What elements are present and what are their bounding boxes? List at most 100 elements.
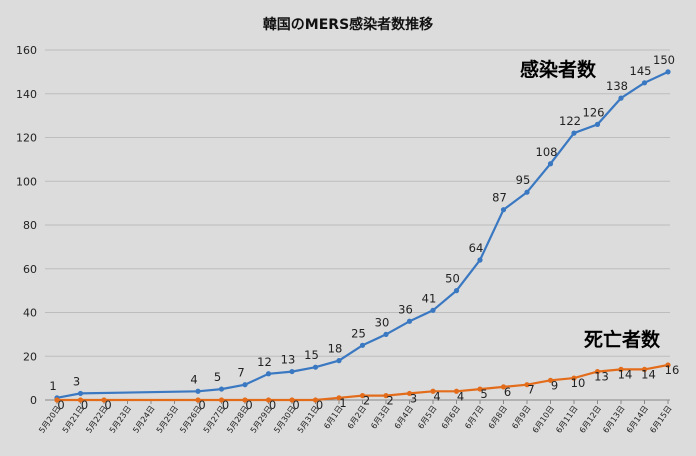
data-point [218, 397, 225, 403]
data-label: 64 [469, 241, 484, 255]
data-point [195, 397, 201, 403]
data-point [524, 189, 530, 195]
data-label: 10 [571, 376, 586, 390]
data-label: 0 [81, 398, 88, 412]
data-label: 138 [606, 79, 628, 93]
data-point [406, 390, 413, 397]
data-point [336, 358, 342, 364]
data-label: 36 [398, 302, 413, 316]
data-label: 145 [630, 64, 652, 78]
data-point [571, 375, 577, 381]
data-label: 5 [214, 370, 221, 384]
data-label: 6 [504, 385, 511, 399]
data-label: 12 [257, 355, 272, 369]
y-axis: 0 20 40 60 80 100 120 140 160 [16, 44, 37, 407]
data-point [218, 386, 225, 392]
series-line-1 [57, 363, 669, 402]
data-label: 122 [559, 114, 581, 128]
data-label: 5 [480, 387, 487, 401]
data-label: 0 [269, 398, 276, 412]
data-label: 25 [351, 326, 366, 340]
data-label: 7 [237, 366, 244, 380]
data-label: 7 [527, 383, 534, 397]
y-tick-label: 100 [16, 175, 37, 188]
data-label: 0 [316, 398, 323, 412]
data-label: 9 [551, 378, 558, 392]
data-label: 4 [433, 389, 440, 403]
data-label: 0 [292, 398, 299, 412]
data-label: 3 [410, 391, 417, 405]
data-point [500, 207, 507, 213]
data-point [242, 382, 248, 388]
y-tick-label: 40 [23, 307, 37, 320]
data-label: 13 [281, 353, 296, 367]
data-point [406, 318, 413, 324]
data-label: 4 [190, 372, 197, 386]
y-tick-label: 160 [16, 44, 37, 57]
data-label: 0 [104, 398, 111, 412]
data-point [359, 342, 366, 348]
data-point [77, 390, 84, 397]
data-label: 15 [304, 348, 319, 362]
data-point [524, 382, 530, 388]
data-label: 30 [375, 315, 390, 329]
data-point [383, 393, 389, 399]
data-label: 4 [457, 389, 464, 403]
data-point [453, 288, 460, 294]
data-point [359, 393, 366, 399]
data-label: 150 [653, 53, 675, 67]
data-point [242, 397, 248, 403]
data-point [54, 397, 60, 403]
data-point [265, 371, 272, 377]
data-label: 126 [583, 105, 605, 119]
data-point [430, 388, 436, 394]
data-label: 3 [73, 374, 80, 388]
data-label: 0 [57, 398, 64, 412]
chart-title: 韓国のMERS感染者数推移 [263, 16, 433, 33]
data-label: 13 [594, 370, 609, 384]
y-tick-label: 20 [23, 350, 37, 363]
y-tick-label: 120 [16, 132, 37, 145]
data-label: 0 [222, 398, 229, 412]
data-point [430, 307, 436, 313]
data-point [289, 397, 295, 403]
data-label: 0 [198, 398, 205, 412]
data-label: 0 [245, 398, 252, 412]
data-point [312, 397, 319, 403]
data-point [665, 362, 671, 368]
y-tick-label: 60 [23, 263, 37, 276]
data-point [453, 388, 460, 394]
data-label: 95 [516, 173, 531, 187]
y-tick-label: 80 [23, 219, 37, 232]
data-point [265, 397, 272, 403]
data-point [500, 384, 507, 390]
data-point [101, 397, 107, 403]
data-point [289, 368, 295, 375]
series-name-label: 死亡者数 [584, 328, 661, 351]
data-point [665, 69, 671, 75]
data-label: 18 [328, 342, 343, 356]
data-label: 1 [49, 379, 56, 393]
data-point [594, 121, 601, 127]
data-point [641, 366, 648, 372]
data-point [547, 161, 554, 167]
data-point [77, 397, 84, 403]
data-label: 41 [422, 291, 437, 305]
data-point [477, 257, 483, 263]
data-point [336, 395, 342, 401]
data-point [618, 366, 624, 372]
data-point [312, 364, 319, 370]
data-point [571, 130, 577, 136]
data-point [618, 95, 624, 101]
series-name-label: 感染者数 [520, 58, 597, 81]
y-tick-label: 140 [16, 88, 37, 101]
data-label: 1 [339, 396, 346, 410]
data-label: 14 [641, 367, 656, 381]
data-label: 87 [492, 191, 507, 205]
data-label: 2 [386, 394, 393, 408]
data-label: 108 [536, 145, 558, 159]
